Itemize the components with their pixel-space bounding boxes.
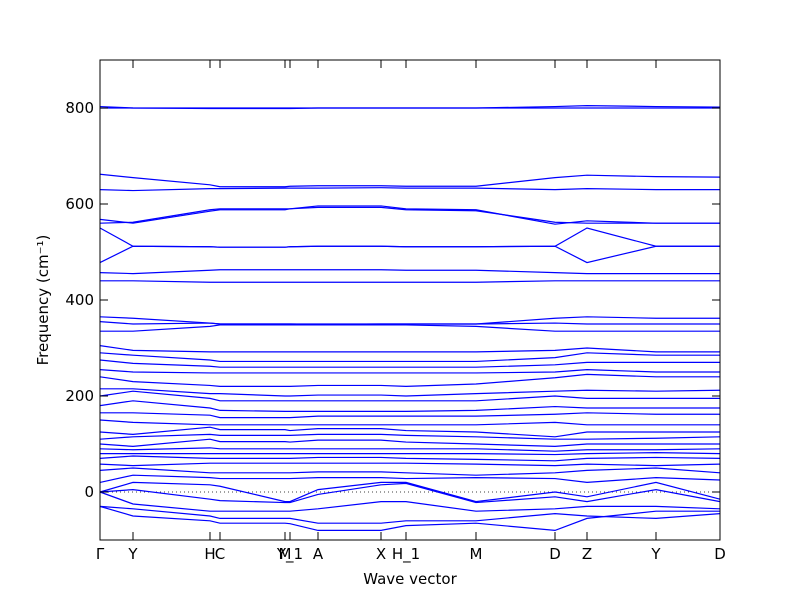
x-tick-label: Y bbox=[650, 545, 661, 563]
band-line bbox=[99, 467, 721, 476]
band-line bbox=[99, 481, 721, 503]
y-tick-label: 0 bbox=[84, 483, 94, 501]
x-tick-label: Y_1 bbox=[276, 545, 303, 564]
y-tick-label: 600 bbox=[65, 195, 94, 213]
x-tick-label: D bbox=[714, 545, 726, 563]
band-line bbox=[99, 187, 720, 192]
band-line bbox=[99, 447, 721, 452]
band-line bbox=[99, 482, 721, 504]
x-tick-label: Γ bbox=[96, 545, 105, 563]
band-line bbox=[99, 206, 720, 224]
x-tick-label: M bbox=[279, 545, 292, 563]
x-tick-label: A bbox=[313, 545, 324, 563]
band-line bbox=[99, 505, 720, 532]
band-line bbox=[99, 321, 720, 326]
band-line bbox=[99, 359, 720, 368]
band-line bbox=[99, 368, 720, 374]
band-line bbox=[99, 269, 720, 275]
band-line bbox=[99, 438, 720, 448]
x-tick-label: Y bbox=[127, 545, 138, 563]
y-axis-label: Frequency (cm⁻¹) bbox=[34, 235, 52, 366]
band-line bbox=[99, 352, 720, 363]
band-line bbox=[99, 426, 720, 438]
band-line bbox=[99, 419, 720, 426]
x-tick-label: M bbox=[470, 545, 483, 563]
x-tick-label: H_1 bbox=[392, 545, 420, 564]
x-axis-label: Wave vector bbox=[363, 570, 457, 588]
band-line bbox=[99, 505, 721, 524]
x-tick-label: X bbox=[376, 545, 386, 563]
band-line bbox=[100, 280, 720, 283]
band-line bbox=[99, 390, 720, 402]
band-line bbox=[99, 400, 720, 412]
plot bbox=[99, 104, 721, 532]
band-line bbox=[99, 474, 721, 484]
x-tick-label: C bbox=[215, 545, 225, 563]
band-line bbox=[99, 373, 720, 388]
band-line bbox=[99, 491, 721, 512]
band-line bbox=[100, 388, 721, 397]
band-line bbox=[99, 173, 721, 188]
y-tick-label: 400 bbox=[65, 291, 94, 309]
y-tick-label: 800 bbox=[65, 99, 94, 117]
band-line bbox=[100, 452, 721, 456]
band-line bbox=[100, 324, 720, 332]
band-line bbox=[99, 345, 720, 353]
band-line bbox=[99, 245, 720, 264]
x-tick-label: H bbox=[204, 545, 215, 563]
band-line bbox=[100, 412, 720, 419]
plot-area bbox=[100, 60, 720, 540]
x-tick-label: D bbox=[549, 545, 561, 563]
band-line bbox=[99, 205, 720, 225]
y-tick-label: 200 bbox=[65, 387, 94, 405]
x-tick-label: Z bbox=[582, 545, 592, 563]
band-line bbox=[99, 455, 721, 462]
band-line bbox=[99, 433, 721, 440]
band-line bbox=[99, 462, 721, 467]
